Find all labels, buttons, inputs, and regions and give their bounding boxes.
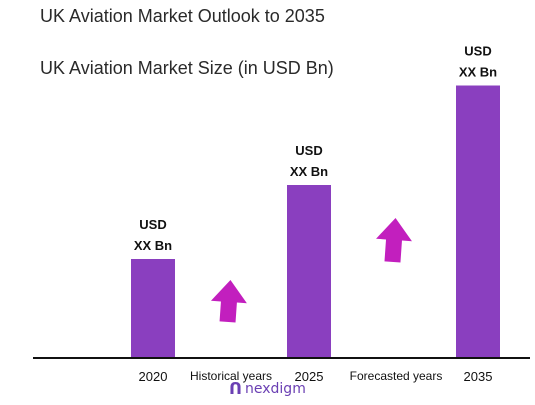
data-label-2035-0: USD <box>464 44 491 59</box>
data-label-2035-1: XX Bn <box>459 65 497 80</box>
data-label-2020-1: XX Bn <box>134 238 172 253</box>
data-label-2025-1: XX Bn <box>290 164 328 179</box>
chart-title: UK Aviation Market Outlook to 2035 <box>40 6 325 26</box>
segment-label-0: Historical years <box>190 369 272 383</box>
x-tick-2020: 2020 <box>139 369 168 384</box>
x-tick-2025: 2025 <box>295 369 324 384</box>
bar-2035 <box>456 85 500 358</box>
growth-arrow-icon-forecast <box>376 218 412 263</box>
x-tick-2035: 2035 <box>464 369 493 384</box>
brand-logo: ᑎ nexdigm <box>229 379 306 398</box>
brand-name: nexdigm <box>245 380 306 397</box>
data-label-2025-0: USD <box>295 143 322 158</box>
nexdigm-logo-icon: ᑎ <box>229 379 242 398</box>
data-label-2020-0: USD <box>139 217 166 232</box>
bar-2020 <box>131 259 175 358</box>
chart-subtitle: UK Aviation Market Size (in USD Bn) <box>40 58 334 78</box>
growth-arrow-icon-historical <box>210 280 247 323</box>
bar-2025 <box>287 185 331 358</box>
segment-label-1: Forecasted years <box>350 369 443 383</box>
